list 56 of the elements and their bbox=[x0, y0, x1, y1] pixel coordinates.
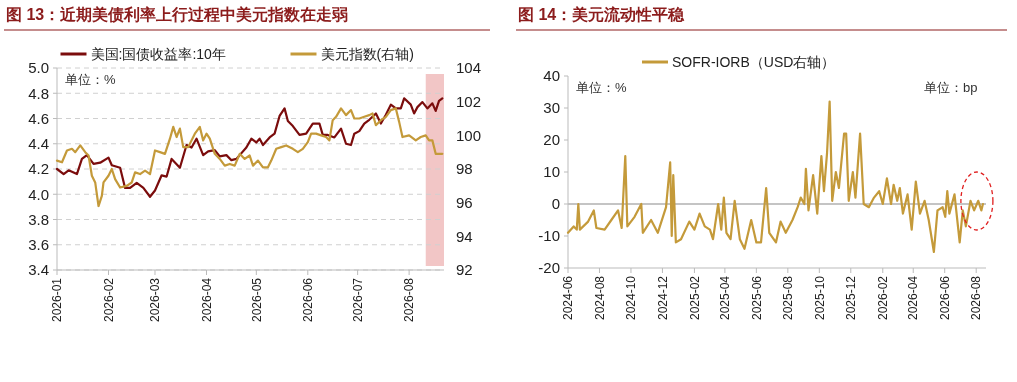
x-tick-label: 2026-02 bbox=[101, 277, 116, 323]
annotation: 单位：% bbox=[65, 72, 116, 87]
y-tick-label: 20 bbox=[543, 131, 560, 149]
x-tick-label: 2026-08 bbox=[402, 277, 417, 323]
x-tick-label: 2026-07 bbox=[350, 277, 365, 323]
x-tick-label: 2025-08 bbox=[781, 275, 796, 321]
y2-tick-label: 96 bbox=[456, 193, 473, 211]
y-tick-label: 4.6 bbox=[28, 109, 49, 127]
line-series bbox=[55, 107, 444, 208]
chart-title: 图 14：美元流动性平稳 bbox=[518, 5, 686, 23]
y-tick-label: 0 bbox=[551, 195, 560, 213]
line-series bbox=[566, 100, 984, 254]
y2-tick-label: 92 bbox=[456, 261, 473, 279]
y2-tick-label: 98 bbox=[456, 160, 473, 178]
x-tick-label: 2026-02 bbox=[875, 275, 890, 321]
line-series bbox=[55, 97, 444, 198]
x-tick-label: 2024-10 bbox=[624, 275, 639, 321]
x-tick-label: 2026-04 bbox=[199, 277, 214, 323]
y-tick-label: 4.4 bbox=[28, 135, 49, 152]
legend-label: 美国:国债收益率:10年 bbox=[90, 45, 226, 62]
y-tick-label: 4.0 bbox=[28, 185, 49, 203]
y-tick-label: -10 bbox=[538, 227, 560, 245]
y2-tick-label: 94 bbox=[456, 227, 473, 245]
x-tick-label: 2026-03 bbox=[148, 277, 163, 323]
legend-label: SOFR-IORB（USD右轴） bbox=[672, 53, 836, 70]
legend-label: 美元指数(右轴) bbox=[320, 45, 414, 62]
y-tick-label: 3.8 bbox=[28, 210, 49, 228]
x-tick-label: 2026-04 bbox=[906, 275, 921, 321]
x-tick-label: 2024-06 bbox=[561, 275, 576, 321]
y-tick-label: 40 bbox=[543, 67, 560, 85]
x-tick-label: 2026-06 bbox=[937, 275, 952, 321]
x-tick-label: 2026-05 bbox=[249, 277, 264, 323]
y-tick-label: 3.4 bbox=[28, 261, 49, 279]
y2-tick-label: 104 bbox=[456, 59, 482, 77]
x-tick-label: 2025-02 bbox=[687, 275, 702, 321]
y-tick-label: -20 bbox=[538, 259, 560, 277]
y2-tick-label: 102 bbox=[456, 92, 482, 110]
annotation: 单位：bp bbox=[924, 80, 978, 95]
y-tick-label: 5.0 bbox=[28, 59, 49, 77]
x-tick-label: 2025-06 bbox=[749, 275, 764, 321]
x-tick-label: 2025-10 bbox=[812, 275, 827, 321]
y-tick-label: 4.8 bbox=[28, 84, 49, 102]
y-tick-label: 30 bbox=[543, 99, 560, 117]
x-tick-label: 2026-06 bbox=[301, 277, 315, 323]
chart-title: 图 13：近期美债利率上行过程中美元指数在走弱 bbox=[6, 5, 349, 23]
y-tick-label: 4.2 bbox=[28, 160, 49, 178]
y-tick-label: 10 bbox=[543, 163, 560, 181]
x-tick-label: 2026-08 bbox=[969, 275, 984, 321]
x-tick-label: 2026-01 bbox=[50, 277, 65, 323]
y-tick-label: 3.6 bbox=[28, 236, 49, 253]
x-tick-label: 2025-04 bbox=[718, 275, 733, 321]
annotation: 单位：% bbox=[576, 80, 627, 95]
x-tick-label: 2024-12 bbox=[655, 275, 670, 321]
x-tick-label: 2025-12 bbox=[844, 275, 858, 321]
y2-tick-label: 100 bbox=[456, 126, 482, 144]
x-tick-label: 2024-08 bbox=[592, 275, 607, 321]
